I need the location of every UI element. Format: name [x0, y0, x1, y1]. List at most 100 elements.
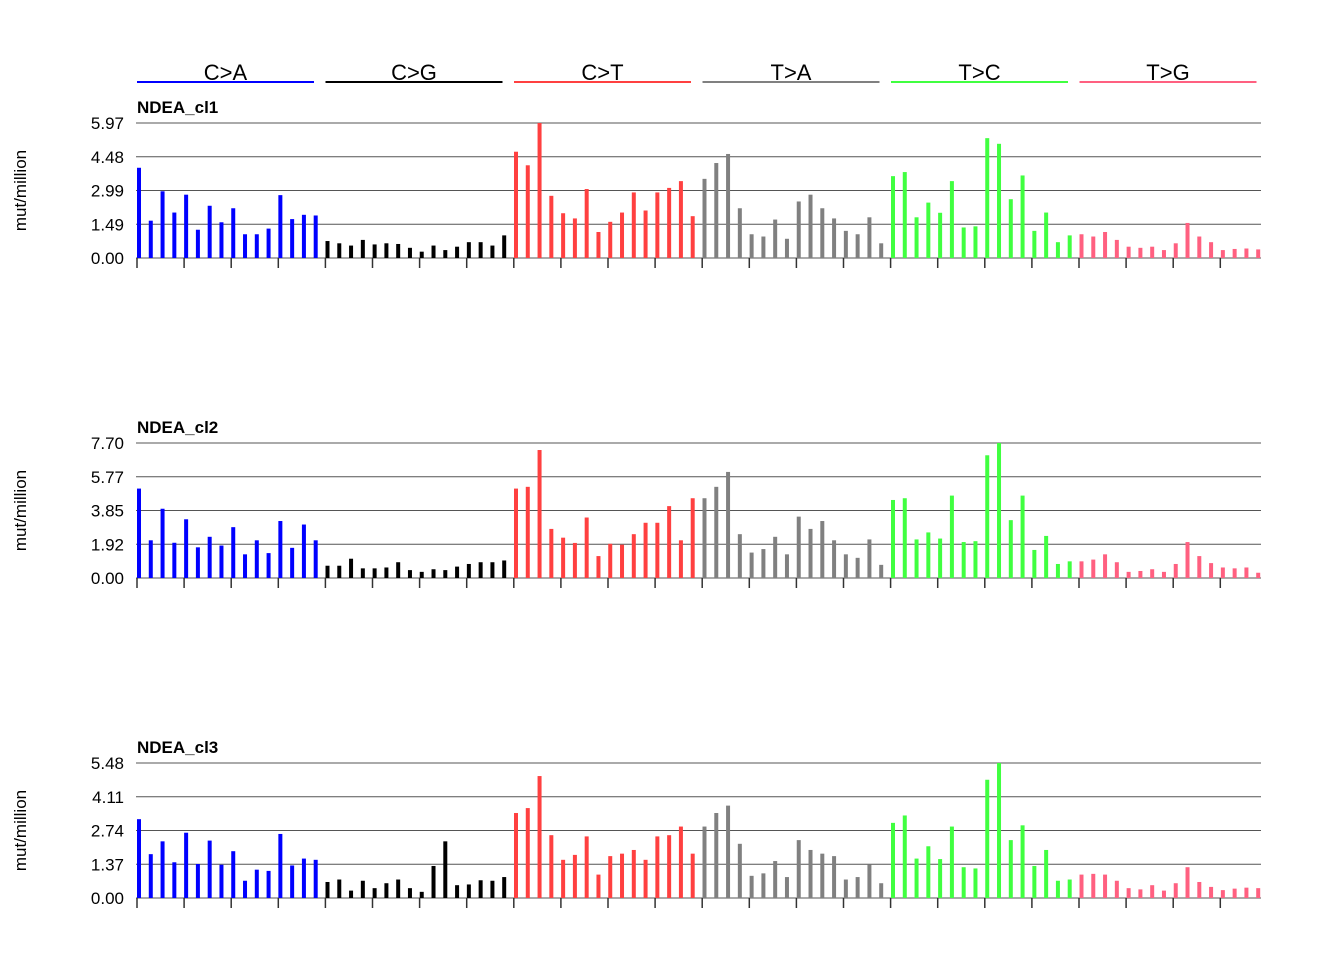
bar	[1114, 239, 1119, 258]
bar	[714, 163, 719, 258]
bar	[384, 567, 389, 578]
bar	[137, 167, 141, 258]
bar	[596, 556, 601, 578]
bar	[1091, 236, 1096, 258]
bar	[973, 868, 978, 898]
bar	[384, 883, 389, 898]
bar	[832, 856, 837, 898]
bar	[737, 534, 742, 578]
bar	[608, 543, 613, 578]
bar	[714, 486, 719, 578]
bar	[631, 849, 636, 898]
bar	[1244, 248, 1249, 258]
bar	[254, 869, 259, 898]
bar	[561, 859, 566, 898]
bar	[549, 835, 554, 898]
bar	[702, 498, 707, 578]
category-legend-label: T>G	[1146, 60, 1189, 85]
bar	[891, 499, 895, 578]
bar	[1020, 175, 1025, 258]
bar	[596, 231, 601, 258]
bar	[1244, 567, 1249, 578]
y-axis-label: mut/million	[11, 150, 30, 231]
bar	[1079, 561, 1084, 578]
bar	[561, 213, 566, 258]
bar	[490, 880, 495, 898]
bar	[313, 540, 318, 578]
bar	[938, 859, 943, 898]
bar	[867, 217, 872, 258]
bar	[596, 874, 601, 898]
bar	[902, 172, 907, 258]
bar	[1079, 874, 1084, 898]
bar	[254, 540, 259, 578]
bar	[843, 879, 848, 898]
bar	[337, 879, 342, 898]
bar	[172, 862, 177, 898]
bar	[667, 506, 672, 578]
bar	[643, 859, 648, 898]
bar	[1103, 554, 1108, 578]
panel-title: NDEA_cl3	[137, 738, 218, 757]
bar	[1091, 559, 1096, 578]
bar	[1114, 562, 1119, 578]
bar	[184, 832, 189, 898]
bar	[667, 187, 672, 258]
bar	[443, 570, 448, 578]
bar	[997, 143, 1002, 258]
bar	[1220, 890, 1225, 898]
bar	[1209, 886, 1214, 898]
bar	[749, 552, 754, 578]
bar	[325, 241, 330, 258]
bar	[714, 813, 719, 898]
bar	[490, 245, 495, 258]
bar	[349, 245, 354, 258]
bar	[184, 519, 189, 578]
bar	[796, 201, 801, 258]
bar	[1103, 231, 1108, 258]
bar	[667, 835, 672, 898]
bar	[820, 208, 825, 258]
bar	[973, 226, 978, 258]
bar	[1079, 234, 1084, 258]
bar	[572, 542, 577, 578]
bar	[313, 859, 318, 898]
bar	[525, 165, 530, 258]
bar	[243, 554, 248, 578]
bar	[384, 243, 389, 258]
bar	[1150, 885, 1155, 898]
bar	[961, 867, 966, 898]
bar	[455, 885, 460, 898]
bar	[784, 554, 789, 578]
bar	[407, 570, 412, 578]
bar	[1185, 542, 1190, 578]
bar	[843, 554, 848, 578]
bar	[1256, 249, 1261, 258]
panel-title: NDEA_cl1	[137, 98, 218, 117]
bar	[773, 861, 778, 898]
bar	[1197, 881, 1202, 898]
bar	[1138, 889, 1143, 898]
bar	[231, 527, 236, 578]
bar	[195, 547, 200, 578]
bar	[455, 566, 460, 578]
bar	[808, 194, 813, 258]
y-tick-label: 4.48	[91, 148, 124, 167]
bar	[1256, 572, 1261, 578]
bar	[549, 195, 554, 258]
bar	[726, 805, 731, 898]
bar	[478, 880, 483, 898]
bar	[1008, 199, 1013, 258]
bar	[1008, 520, 1013, 578]
bar	[514, 151, 518, 258]
bar	[843, 230, 848, 258]
bar	[761, 873, 766, 898]
bar	[926, 202, 931, 258]
bar	[997, 763, 1002, 898]
bar	[207, 536, 212, 578]
bar	[502, 235, 507, 258]
y-tick-label: 7.70	[91, 434, 124, 453]
bar	[891, 176, 895, 258]
bar	[160, 191, 165, 258]
bar	[1114, 880, 1119, 898]
